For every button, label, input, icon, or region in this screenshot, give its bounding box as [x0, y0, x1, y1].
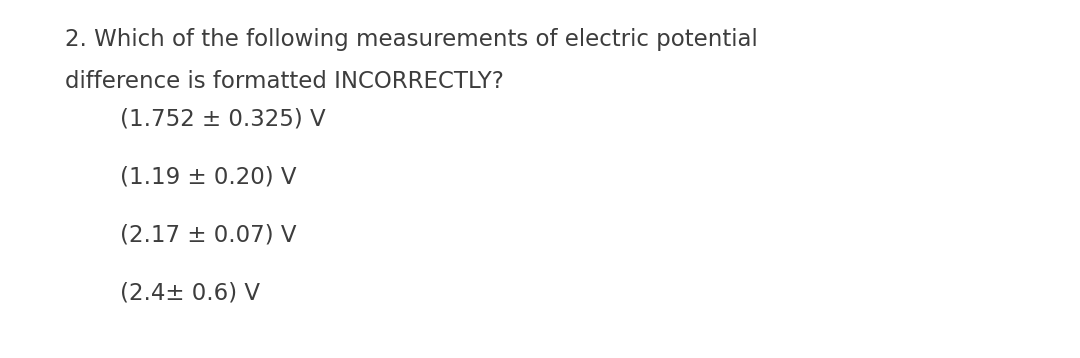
Text: (1.19 ± 0.20) V: (1.19 ± 0.20) V	[120, 166, 297, 189]
Text: (1.752 ± 0.325) V: (1.752 ± 0.325) V	[120, 108, 326, 131]
Text: difference is formatted INCORRECTLY?: difference is formatted INCORRECTLY?	[65, 70, 504, 93]
Text: (2.4± 0.6) V: (2.4± 0.6) V	[120, 282, 260, 305]
Text: (2.17 ± 0.07) V: (2.17 ± 0.07) V	[120, 224, 297, 247]
Text: 2. Which of the following measurements of electric potential: 2. Which of the following measurements o…	[65, 28, 758, 51]
